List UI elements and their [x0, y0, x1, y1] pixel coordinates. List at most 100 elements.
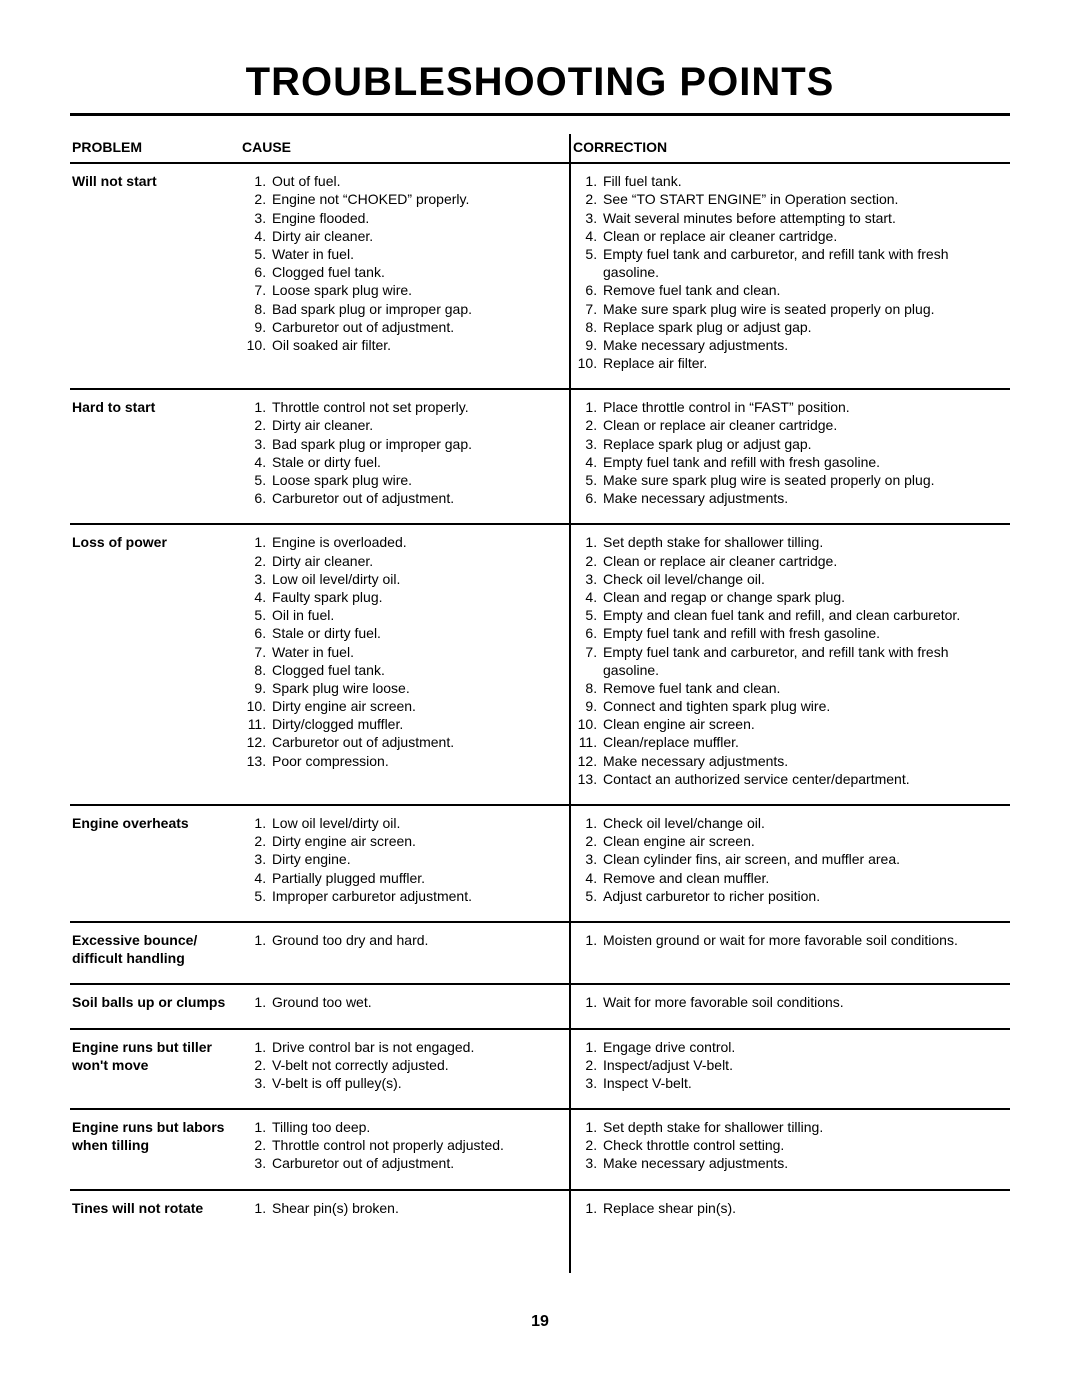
cause-item: Engine not “CHOKED” properly.: [270, 190, 561, 208]
page-number: 19: [70, 1313, 1010, 1331]
correction-item: Clean engine air screen.: [601, 715, 1002, 733]
correction-cell: Fill fuel tank.See “TO START ENGINE” in …: [570, 163, 1010, 388]
correction-item: Check oil level/change oil.: [601, 570, 1002, 588]
cause-item: Partially plugged muffler.: [270, 869, 561, 887]
cause-item: Ground too dry and hard.: [270, 931, 561, 949]
correction-list: Set depth stake for shallower tilling.Cl…: [573, 533, 1002, 788]
correction-item: Clean/replace muffler.: [601, 733, 1002, 751]
cause-item: Low oil level/dirty oil.: [270, 570, 561, 588]
cause-item: Bad spark plug or improper gap.: [270, 435, 561, 453]
correction-item: Make sure spark plug wire is seated prop…: [601, 471, 1002, 489]
correction-list: Place throttle control in “FAST” positio…: [573, 398, 1002, 507]
page: TROUBLESHOOTING POINTS PROBLEM CAUSE COR…: [0, 0, 1080, 1371]
cause-item: Dirty air cleaner.: [270, 227, 561, 245]
correction-item: Wait for more favorable soil conditions.: [601, 993, 1002, 1011]
cause-item: Throttle control not properly adjusted.: [270, 1136, 561, 1154]
correction-item: Remove fuel tank and clean.: [601, 281, 1002, 299]
correction-item: Remove fuel tank and clean.: [601, 679, 1002, 697]
cause-item: Loose spark plug wire.: [270, 471, 561, 489]
correction-list: Set depth stake for shallower tilling.Ch…: [573, 1118, 1002, 1173]
correction-list: Replace shear pin(s).: [573, 1199, 1002, 1217]
correction-item: Place throttle control in “FAST” positio…: [601, 398, 1002, 416]
correction-item: Wait several minutes before attempting t…: [601, 209, 1002, 227]
cause-list: Tilling too deep.Throttle control not pr…: [242, 1118, 561, 1173]
problem-cell: Engine runs but tiller won't move: [70, 1029, 240, 1109]
correction-item: Clean or replace air cleaner cartridge.: [601, 416, 1002, 434]
cause-cell: Ground too dry and hard.: [240, 922, 570, 983]
correction-item: Clean cylinder fins, air screen, and muf…: [601, 850, 1002, 868]
cause-list: Ground too dry and hard.: [242, 931, 561, 949]
cause-list: Engine is overloaded.Dirty air cleaner.L…: [242, 533, 561, 769]
correction-item: Empty fuel tank and carburetor, and refi…: [601, 245, 1002, 281]
problem-cell: Hard to start: [70, 389, 240, 523]
correction-item: Adjust carburetor to richer position.: [601, 887, 1002, 905]
cause-cell: Throttle control not set properly.Dirty …: [240, 389, 570, 523]
table-row: Soil balls up or clumpsGround too wet.Wa…: [70, 984, 1010, 1027]
cause-cell: Tilling too deep.Throttle control not pr…: [240, 1109, 570, 1189]
cause-item: Loose spark plug wire.: [270, 281, 561, 299]
cause-cell: Engine is overloaded.Dirty air cleaner.L…: [240, 524, 570, 804]
title-rule: [70, 113, 1010, 116]
cause-item: Dirty engine.: [270, 850, 561, 868]
correction-item: Fill fuel tank.: [601, 172, 1002, 190]
correction-item: Replace spark plug or adjust gap.: [601, 318, 1002, 336]
correction-item: Replace shear pin(s).: [601, 1199, 1002, 1217]
cause-item: Low oil level/dirty oil.: [270, 814, 561, 832]
table-header-row: PROBLEM CAUSE CORRECTION: [70, 134, 1010, 163]
correction-item: Empty fuel tank and refill with fresh ga…: [601, 624, 1002, 642]
correction-item: Clean engine air screen.: [601, 832, 1002, 850]
correction-list: Fill fuel tank.See “TO START ENGINE” in …: [573, 172, 1002, 372]
cause-list: Ground too wet.: [242, 993, 561, 1011]
cause-item: Dirty engine air screen.: [270, 697, 561, 715]
cause-item: Clogged fuel tank.: [270, 661, 561, 679]
cause-item: Stale or dirty fuel.: [270, 624, 561, 642]
table-body: Will not startOut of fuel.Engine not “CH…: [70, 163, 1010, 1273]
table-row: Excessive bounce/ difficult handlingGrou…: [70, 922, 1010, 983]
correction-cell: Place throttle control in “FAST” positio…: [570, 389, 1010, 523]
correction-item: Clean or replace air cleaner cartridge.: [601, 227, 1002, 245]
correction-item: Contact an authorized service center/dep…: [601, 770, 1002, 788]
cause-item: Engine is overloaded.: [270, 533, 561, 551]
cause-item: V-belt is off pulley(s).: [270, 1074, 561, 1092]
cause-item: Oil in fuel.: [270, 606, 561, 624]
problem-cell: Tines will not rotate: [70, 1190, 240, 1233]
correction-item: Empty fuel tank and refill with fresh ga…: [601, 453, 1002, 471]
cause-cell: Ground too wet.: [240, 984, 570, 1027]
correction-item: Inspect V-belt.: [601, 1074, 1002, 1092]
problem-cell: Engine runs but labors when tilling: [70, 1109, 240, 1189]
table-row: Hard to startThrottle control not set pr…: [70, 389, 1010, 523]
correction-item: Make necessary adjustments.: [601, 336, 1002, 354]
correction-cell: Check oil level/change oil.Clean engine …: [570, 805, 1010, 921]
correction-list: Moisten ground or wait for more favorabl…: [573, 931, 1002, 949]
table-row: Engine runs but tiller won't moveDrive c…: [70, 1029, 1010, 1109]
cause-item: Oil soaked air filter.: [270, 336, 561, 354]
correction-item: Moisten ground or wait for more favorabl…: [601, 931, 1002, 949]
cause-item: Dirty engine air screen.: [270, 832, 561, 850]
correction-item: Replace air filter.: [601, 354, 1002, 372]
table-row: Tines will not rotateShear pin(s) broken…: [70, 1190, 1010, 1233]
cause-item: Drive control bar is not engaged.: [270, 1038, 561, 1056]
cause-item: Stale or dirty fuel.: [270, 453, 561, 471]
correction-item: Clean or replace air cleaner cartridge.: [601, 552, 1002, 570]
correction-item: Make necessary adjustments.: [601, 752, 1002, 770]
cause-item: Water in fuel.: [270, 245, 561, 263]
cause-item: Carburetor out of adjustment.: [270, 318, 561, 336]
correction-item: Set depth stake for shallower tilling.: [601, 533, 1002, 551]
cause-cell: Shear pin(s) broken.: [240, 1190, 570, 1233]
cause-item: Engine flooded.: [270, 209, 561, 227]
cause-list: Drive control bar is not engaged. V-belt …: [242, 1038, 561, 1093]
cause-cell: Low oil level/dirty oil.Dirty engine air…: [240, 805, 570, 921]
cause-item: Dirty air cleaner.: [270, 552, 561, 570]
correction-item: Empty and clean fuel tank and refill, an…: [601, 606, 1002, 624]
correction-item: Empty fuel tank and carburetor, and refi…: [601, 643, 1002, 679]
header-correction: CORRECTION: [570, 134, 1010, 163]
header-problem: PROBLEM: [70, 134, 240, 163]
correction-item: Make necessary adjustments.: [601, 1154, 1002, 1172]
table-filler: [70, 1233, 1010, 1273]
correction-cell: Wait for more favorable soil conditions.: [570, 984, 1010, 1027]
correction-item: Clean and regap or change spark plug.: [601, 588, 1002, 606]
correction-item: Check throttle control setting.: [601, 1136, 1002, 1154]
table-row: Engine overheatsLow oil level/dirty oil.…: [70, 805, 1010, 921]
correction-item: Inspect/adjust V-belt.: [601, 1056, 1002, 1074]
cause-item: Faulty spark plug.: [270, 588, 561, 606]
